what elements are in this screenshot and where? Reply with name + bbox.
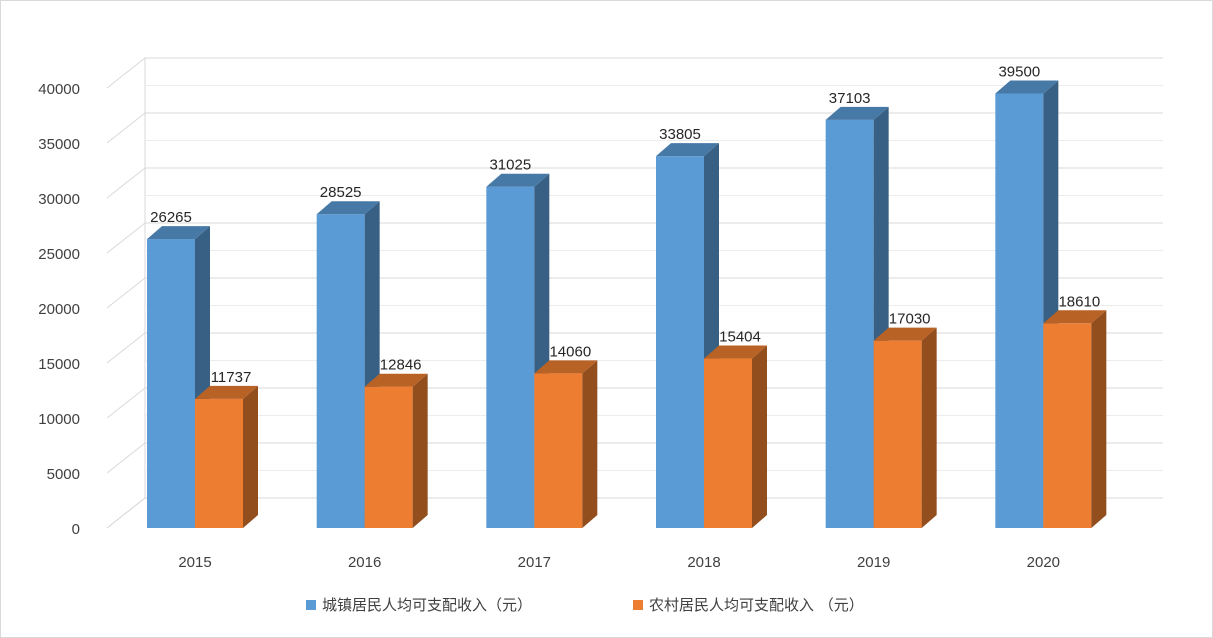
legend-label: 城镇居民人均可支配收入（元） bbox=[322, 596, 532, 614]
bar-top bbox=[195, 385, 258, 399]
data-label: 17030 bbox=[889, 311, 931, 328]
gridline bbox=[106, 57, 1163, 89]
bar-front bbox=[316, 214, 365, 528]
bar bbox=[1043, 310, 1107, 528]
data-label: 39500 bbox=[998, 64, 1040, 81]
bar-front bbox=[995, 93, 1044, 528]
bar-front bbox=[486, 186, 535, 528]
y-tick-label: 30000 bbox=[38, 191, 80, 208]
bar-top bbox=[825, 106, 889, 120]
data-label: 31025 bbox=[489, 157, 531, 174]
bar-top bbox=[656, 143, 719, 157]
bar-front bbox=[704, 358, 752, 528]
data-label: 14060 bbox=[549, 343, 591, 360]
bar bbox=[873, 327, 937, 528]
bar bbox=[195, 385, 258, 528]
gridline bbox=[106, 167, 1163, 199]
bar-top bbox=[316, 201, 380, 215]
data-label: 33805 bbox=[659, 126, 701, 143]
gridline bbox=[106, 222, 1163, 254]
bar-top bbox=[147, 226, 210, 240]
data-label: 11737 bbox=[211, 369, 252, 386]
y-tick-label: 35000 bbox=[38, 136, 80, 153]
bar-top bbox=[486, 173, 550, 187]
bar bbox=[486, 173, 550, 528]
data-label: 18610 bbox=[1058, 293, 1100, 310]
data-label: 28525 bbox=[320, 184, 362, 201]
y-tick-label: 40000 bbox=[38, 81, 80, 98]
bar-side bbox=[921, 327, 937, 528]
y-tick-label: 5000 bbox=[47, 466, 80, 483]
bar-side bbox=[243, 385, 258, 528]
x-tick-label: 2020 bbox=[1027, 554, 1060, 571]
legend: 城镇居民人均可支配收入（元） 农村居民人均可支配收入 （元） bbox=[306, 596, 864, 614]
y-tick-label: 20000 bbox=[38, 301, 80, 318]
x-tick-label: 2015 bbox=[178, 554, 211, 571]
data-label: 12846 bbox=[380, 357, 422, 374]
bar-top bbox=[1043, 310, 1107, 324]
bar-front bbox=[825, 119, 874, 528]
bar bbox=[147, 226, 210, 528]
bar bbox=[704, 345, 767, 528]
bar-side bbox=[1091, 310, 1107, 528]
data-label: 15404 bbox=[719, 329, 761, 346]
bar-front bbox=[534, 373, 583, 528]
bar-front bbox=[873, 340, 922, 528]
bar-top bbox=[873, 327, 937, 341]
y-tick-label: 15000 bbox=[38, 356, 80, 373]
bar-top bbox=[995, 80, 1059, 94]
y-tick-label: 10000 bbox=[38, 411, 80, 428]
gridline bbox=[106, 387, 1163, 419]
gridline bbox=[106, 332, 1163, 364]
bar-side bbox=[752, 345, 767, 528]
bar-front bbox=[147, 239, 195, 528]
y-tick-label: 0 bbox=[72, 521, 80, 538]
bar-front bbox=[656, 156, 704, 528]
bar-side bbox=[582, 360, 598, 528]
bar-top bbox=[364, 373, 428, 387]
x-tick-label: 2017 bbox=[518, 554, 551, 571]
x-axis-ticks: 2015 2016 2017 2018 2019 2020 bbox=[178, 554, 1060, 571]
data-label: 26265 bbox=[150, 209, 192, 226]
bar bbox=[534, 360, 598, 528]
legend-swatch bbox=[306, 600, 316, 610]
bar-front bbox=[364, 386, 413, 528]
x-tick-label: 2016 bbox=[348, 554, 381, 571]
bar-front bbox=[1043, 323, 1092, 528]
legend-swatch bbox=[633, 600, 643, 610]
bar-top bbox=[704, 345, 767, 359]
gridline bbox=[106, 277, 1163, 309]
bar-side bbox=[412, 373, 428, 528]
gridline bbox=[106, 442, 1163, 474]
bar-front bbox=[195, 398, 243, 528]
bars bbox=[147, 80, 1107, 528]
x-tick-label: 2018 bbox=[687, 554, 720, 571]
gridline bbox=[106, 112, 1163, 144]
gridlines bbox=[106, 57, 1163, 529]
legend-label: 农村居民人均可支配收入 （元） bbox=[649, 596, 864, 614]
bar bbox=[364, 373, 428, 528]
bar bbox=[316, 201, 380, 528]
y-axis-ticks: 0 5000 10000 15000 20000 25000 30000 35000 40000 bbox=[38, 81, 80, 538]
data-label: 37103 bbox=[829, 90, 871, 107]
y-tick-label: 25000 bbox=[38, 246, 80, 263]
bar bbox=[995, 80, 1059, 528]
bar-top bbox=[534, 360, 598, 374]
gridline bbox=[106, 497, 1163, 529]
data-labels: 26265 11737 28525 12846 31025 14060 33805 15404… bbox=[150, 64, 1100, 386]
x-tick-label: 2019 bbox=[857, 554, 890, 571]
